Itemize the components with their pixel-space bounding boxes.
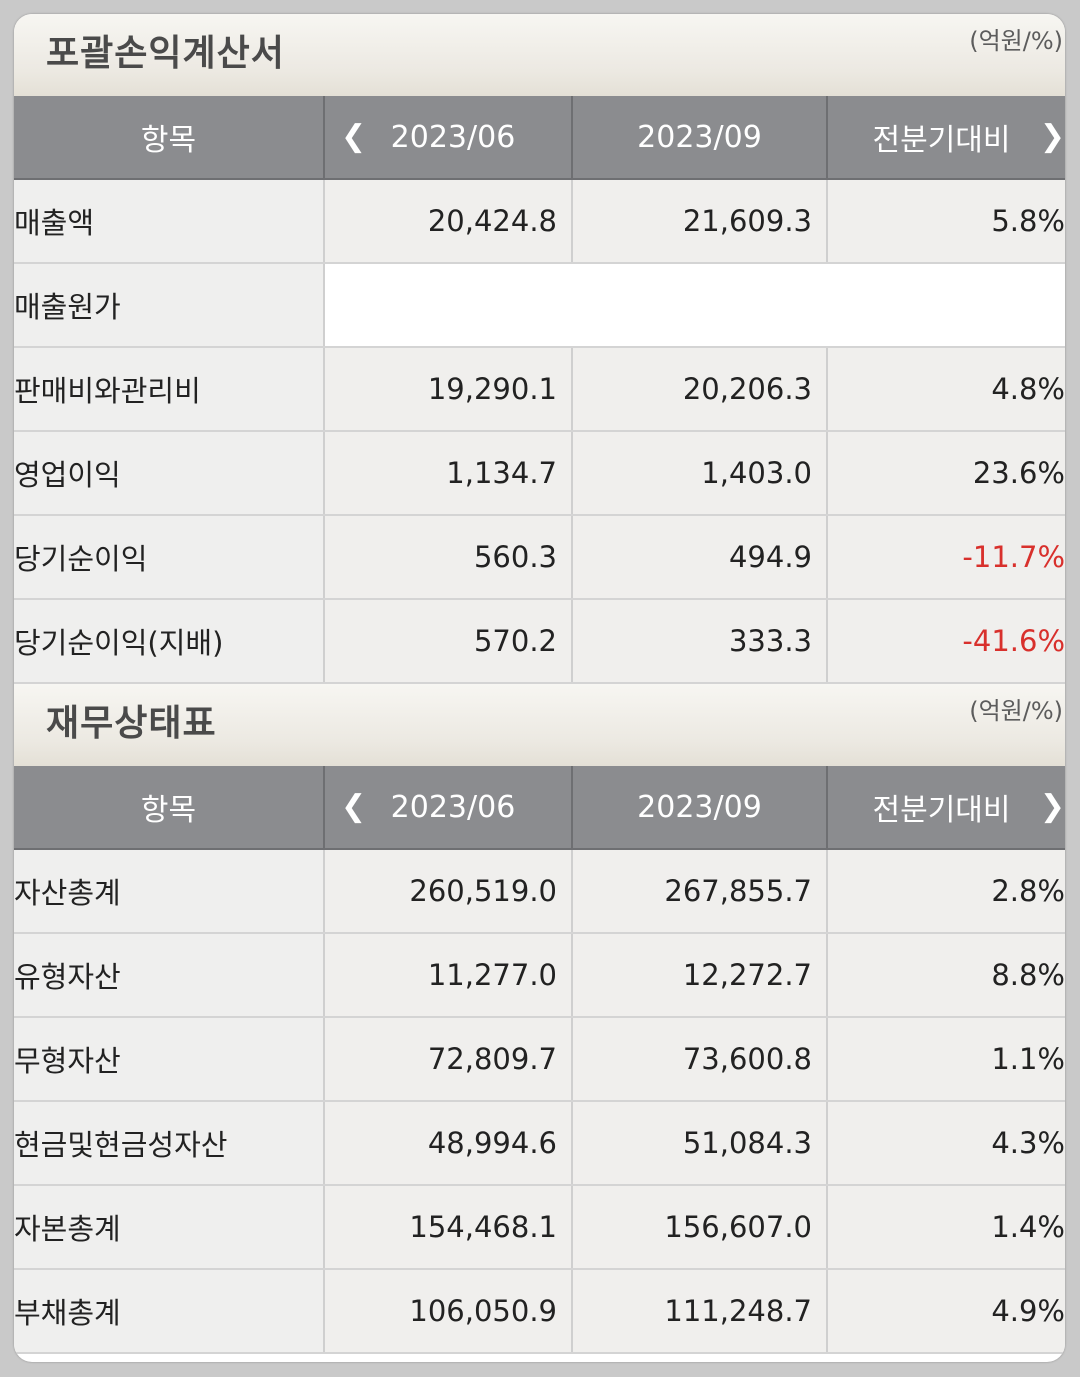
curr-value: 156,607.0	[572, 1185, 828, 1270]
balance-header-item: 항목	[14, 766, 325, 850]
curr-value: 73,600.8	[572, 1017, 828, 1102]
table-row[interactable]: 무형자산 72,809.7 73,600.8 1.1%	[14, 1017, 1065, 1102]
prev-value: 154,468.1	[324, 1185, 573, 1270]
income-table: 항목 ❮ 2023/06 2023/09 전분기대비 ❯ 매출액 20,424.…	[14, 96, 1065, 684]
change-value: -11.7%	[827, 515, 1065, 600]
balance-header-row: 항목 ❮ 2023/06 2023/09 전분기대비 ❯	[14, 766, 1065, 850]
prev-value: 570.2	[324, 599, 573, 684]
table-row[interactable]: 자산총계 260,519.0 267,855.7 2.8%	[14, 849, 1065, 934]
row-label: 판매비와관리비	[14, 347, 325, 432]
curr-value: 20,206.3	[572, 347, 828, 432]
row-label: 유형자산	[14, 933, 325, 1018]
row-label: 무형자산	[14, 1017, 325, 1102]
change-value: 4.8%	[827, 347, 1065, 432]
change-value: 2.8%	[827, 849, 1065, 934]
table-row[interactable]: 판매비와관리비 19,290.1 20,206.3 4.8%	[14, 347, 1065, 432]
income-header-item: 항목	[14, 96, 325, 180]
change-value: 1.1%	[827, 1017, 1065, 1102]
row-label: 자본총계	[14, 1185, 325, 1270]
change-value: 5.8%	[827, 179, 1065, 264]
chevron-left-icon[interactable]: ❮	[341, 789, 367, 824]
table-row[interactable]: 매출액 20,424.8 21,609.3 5.8%	[14, 179, 1065, 264]
curr-value: 21,609.3	[572, 179, 828, 264]
balance-unit-label: (억원/%)	[969, 697, 1063, 725]
curr-value: 267,855.7	[572, 849, 828, 934]
income-section-header: 포괄손익계산서 (억원/%)	[14, 14, 1065, 96]
chevron-right-icon[interactable]: ❯	[1039, 789, 1065, 824]
row-label: 매출액	[14, 179, 325, 264]
row-label: 영업이익	[14, 431, 325, 516]
chevron-left-icon[interactable]: ❮	[341, 119, 367, 154]
balance-table: 항목 ❮ 2023/06 2023/09 전분기대비 ❯ 자산총계 260,51…	[14, 766, 1065, 1354]
row-label: 부채총계	[14, 1269, 325, 1354]
income-header-row: 항목 ❮ 2023/06 2023/09 전분기대비 ❯	[14, 96, 1065, 180]
change-value: 4.9%	[827, 1269, 1065, 1354]
prev-value: 560.3	[324, 515, 573, 600]
prev-value: 20,424.8	[324, 179, 573, 264]
row-label: 당기순이익	[14, 515, 325, 600]
income-section-title: 포괄손익계산서	[46, 33, 285, 74]
prev-value: 11,277.0	[324, 933, 573, 1018]
curr-value: 494.9	[572, 515, 828, 600]
change-value: 4.3%	[827, 1101, 1065, 1186]
curr-value: 51,084.3	[572, 1101, 828, 1186]
table-row[interactable]: 당기순이익(지배) 570.2 333.3 -41.6%	[14, 599, 1065, 684]
curr-value: 12,272.7	[572, 933, 828, 1018]
row-label: 매출원가	[14, 263, 325, 348]
table-row[interactable]: 영업이익 1,134.7 1,403.0 23.6%	[14, 431, 1065, 516]
prev-value: 106,050.9	[324, 1269, 573, 1354]
income-header-prev: ❮ 2023/06	[324, 96, 573, 180]
change-value: 8.8%	[827, 933, 1065, 1018]
curr-value: 111,248.7	[572, 1269, 828, 1354]
curr-value: 1,403.0	[572, 431, 828, 516]
prev-value: 48,994.6	[324, 1101, 573, 1186]
balance-section-title: 재무상태표	[46, 703, 217, 744]
prev-value: 1,134.7	[324, 431, 573, 516]
change-value: -41.6%	[827, 599, 1065, 684]
table-row[interactable]: 부채총계 106,050.9 111,248.7 4.9%	[14, 1269, 1065, 1354]
table-row[interactable]: 유형자산 11,277.0 12,272.7 8.8%	[14, 933, 1065, 1018]
income-unit-label: (억원/%)	[969, 27, 1063, 55]
row-label: 현금및현금성자산	[14, 1101, 325, 1186]
row-label: 자산총계	[14, 849, 325, 934]
empty-values	[324, 263, 1065, 348]
balance-header-change: 전분기대비 ❯	[827, 766, 1065, 850]
balance-header-prev: ❮ 2023/06	[324, 766, 573, 850]
table-row[interactable]: 당기순이익 560.3 494.9 -11.7%	[14, 515, 1065, 600]
financial-summary-card: 포괄손익계산서 (억원/%) 항목 ❮ 2023/06 2023/09 전분기대…	[14, 14, 1065, 1362]
prev-value: 72,809.7	[324, 1017, 573, 1102]
prev-value: 260,519.0	[324, 849, 573, 934]
prev-value: 19,290.1	[324, 347, 573, 432]
change-value: 1.4%	[827, 1185, 1065, 1270]
balance-header-curr: 2023/09	[572, 766, 828, 850]
income-header-change: 전분기대비 ❯	[827, 96, 1065, 180]
income-header-curr: 2023/09	[572, 96, 828, 180]
balance-section-header: 재무상태표 (억원/%)	[14, 684, 1065, 766]
row-label: 당기순이익(지배)	[14, 599, 325, 684]
table-row[interactable]: 매출원가	[14, 263, 1065, 348]
change-value: 23.6%	[827, 431, 1065, 516]
curr-value: 333.3	[572, 599, 828, 684]
table-row[interactable]: 현금및현금성자산 48,994.6 51,084.3 4.3%	[14, 1101, 1065, 1186]
chevron-right-icon[interactable]: ❯	[1039, 119, 1065, 154]
table-row[interactable]: 자본총계 154,468.1 156,607.0 1.4%	[14, 1185, 1065, 1270]
